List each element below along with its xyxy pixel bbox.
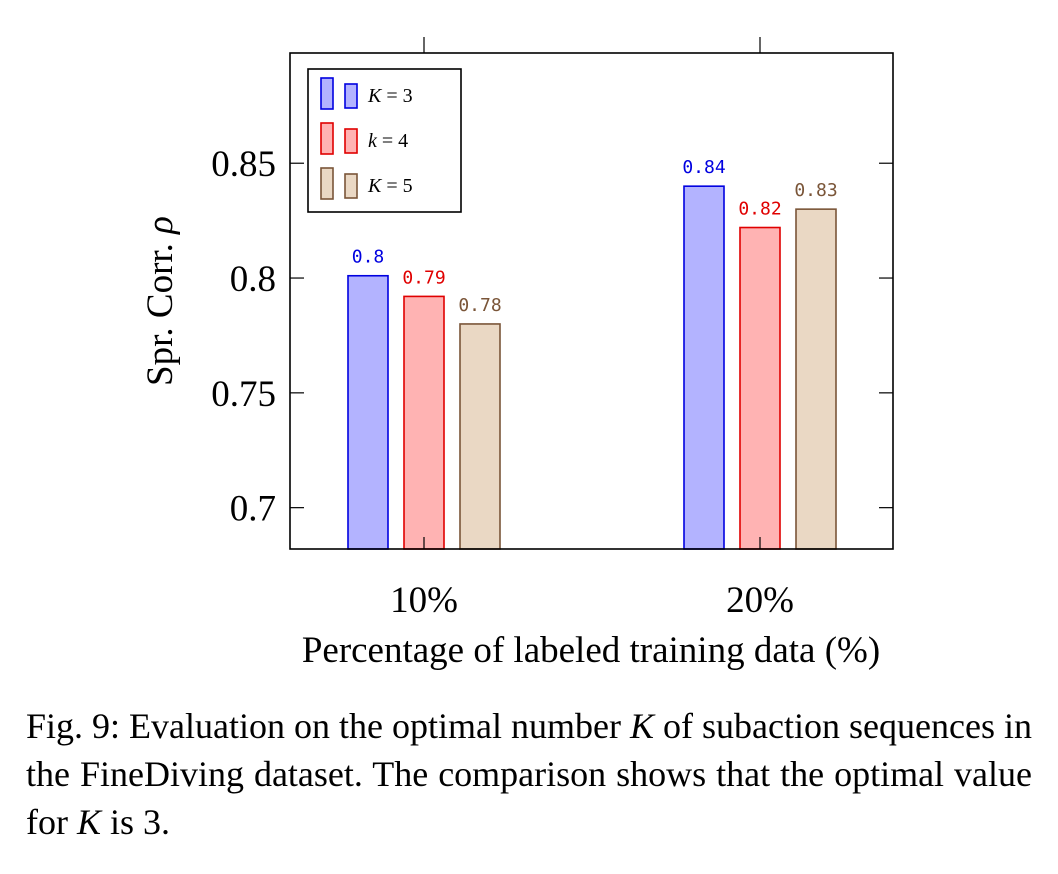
- legend-label-3: K = 5: [367, 175, 413, 197]
- bar-2-1: [403, 295, 445, 550]
- bar-3-1: [459, 323, 501, 550]
- labels-layer: 0.8 0.84 0.79 0.82 0.78 0.83 0.7 0.75 0.8 0.85 10%…: [211, 144, 837, 621]
- data-label-3-2: 0.83: [794, 180, 837, 201]
- y-axis-label: Spr. Corr. ρ: [140, 216, 181, 386]
- legend-label-1: K = 3: [367, 85, 413, 107]
- y-axis-label-symbol: ρ: [140, 216, 181, 235]
- x-tick-label: 20%: [726, 580, 794, 621]
- data-label-2-2: 0.82: [738, 199, 781, 220]
- caption-var-k-2: K: [76, 802, 101, 842]
- legend-swatch-2a: [320, 122, 334, 155]
- caption-text-3: is 3.: [101, 802, 171, 842]
- bars-layer: [347, 185, 837, 550]
- legend-swatch-1a: [320, 77, 334, 110]
- bar-1-2: [683, 185, 725, 550]
- legend-entries: K = 3 k = 4 K = 5: [320, 77, 413, 200]
- y-tick-label: 0.8: [230, 259, 276, 300]
- legend: K = 3 k = 4 K = 5: [307, 68, 462, 213]
- ticks-layer: [290, 37, 893, 549]
- legend-swatch-1b: [344, 83, 358, 109]
- data-label-3-1: 0.78: [458, 295, 501, 316]
- x-tick-label: 10%: [390, 580, 458, 621]
- legend-swatch-3a: [320, 167, 334, 200]
- bar-2-2: [739, 226, 781, 550]
- legend-label-2: k = 4: [368, 130, 408, 152]
- bar-3-2: [795, 208, 837, 550]
- data-label-1-2: 0.84: [682, 157, 725, 178]
- bar-chart: 0.8 0.84 0.79 0.82 0.78 0.83 0.7 0.75 0.8 0.85 10%…: [140, 37, 894, 671]
- legend-swatch-2b: [344, 128, 358, 154]
- x-axis-label: Percentage of labeled training data (%): [302, 630, 880, 671]
- figure-caption: Fig. 9: Evaluation on the optimal number…: [26, 702, 1032, 846]
- data-label-1-1: 0.8: [352, 247, 385, 268]
- bar-1-1: [347, 274, 389, 550]
- y-tick-label: 0.75: [211, 374, 276, 415]
- y-axis-label-text: Spr. Corr.: [140, 243, 181, 386]
- caption-text-2: of subaction sequences in the FineDiving…: [26, 706, 1032, 842]
- y-tick-label: 0.7: [230, 489, 276, 530]
- caption-var-k-1: K: [630, 706, 655, 746]
- caption-text-1: Fig. 9: Evaluation on the optimal number: [26, 706, 631, 746]
- legend-swatch-3b: [344, 173, 358, 199]
- y-tick-label: 0.85: [211, 144, 276, 185]
- plot-frame: [289, 52, 894, 550]
- data-label-2-1: 0.79: [402, 267, 445, 288]
